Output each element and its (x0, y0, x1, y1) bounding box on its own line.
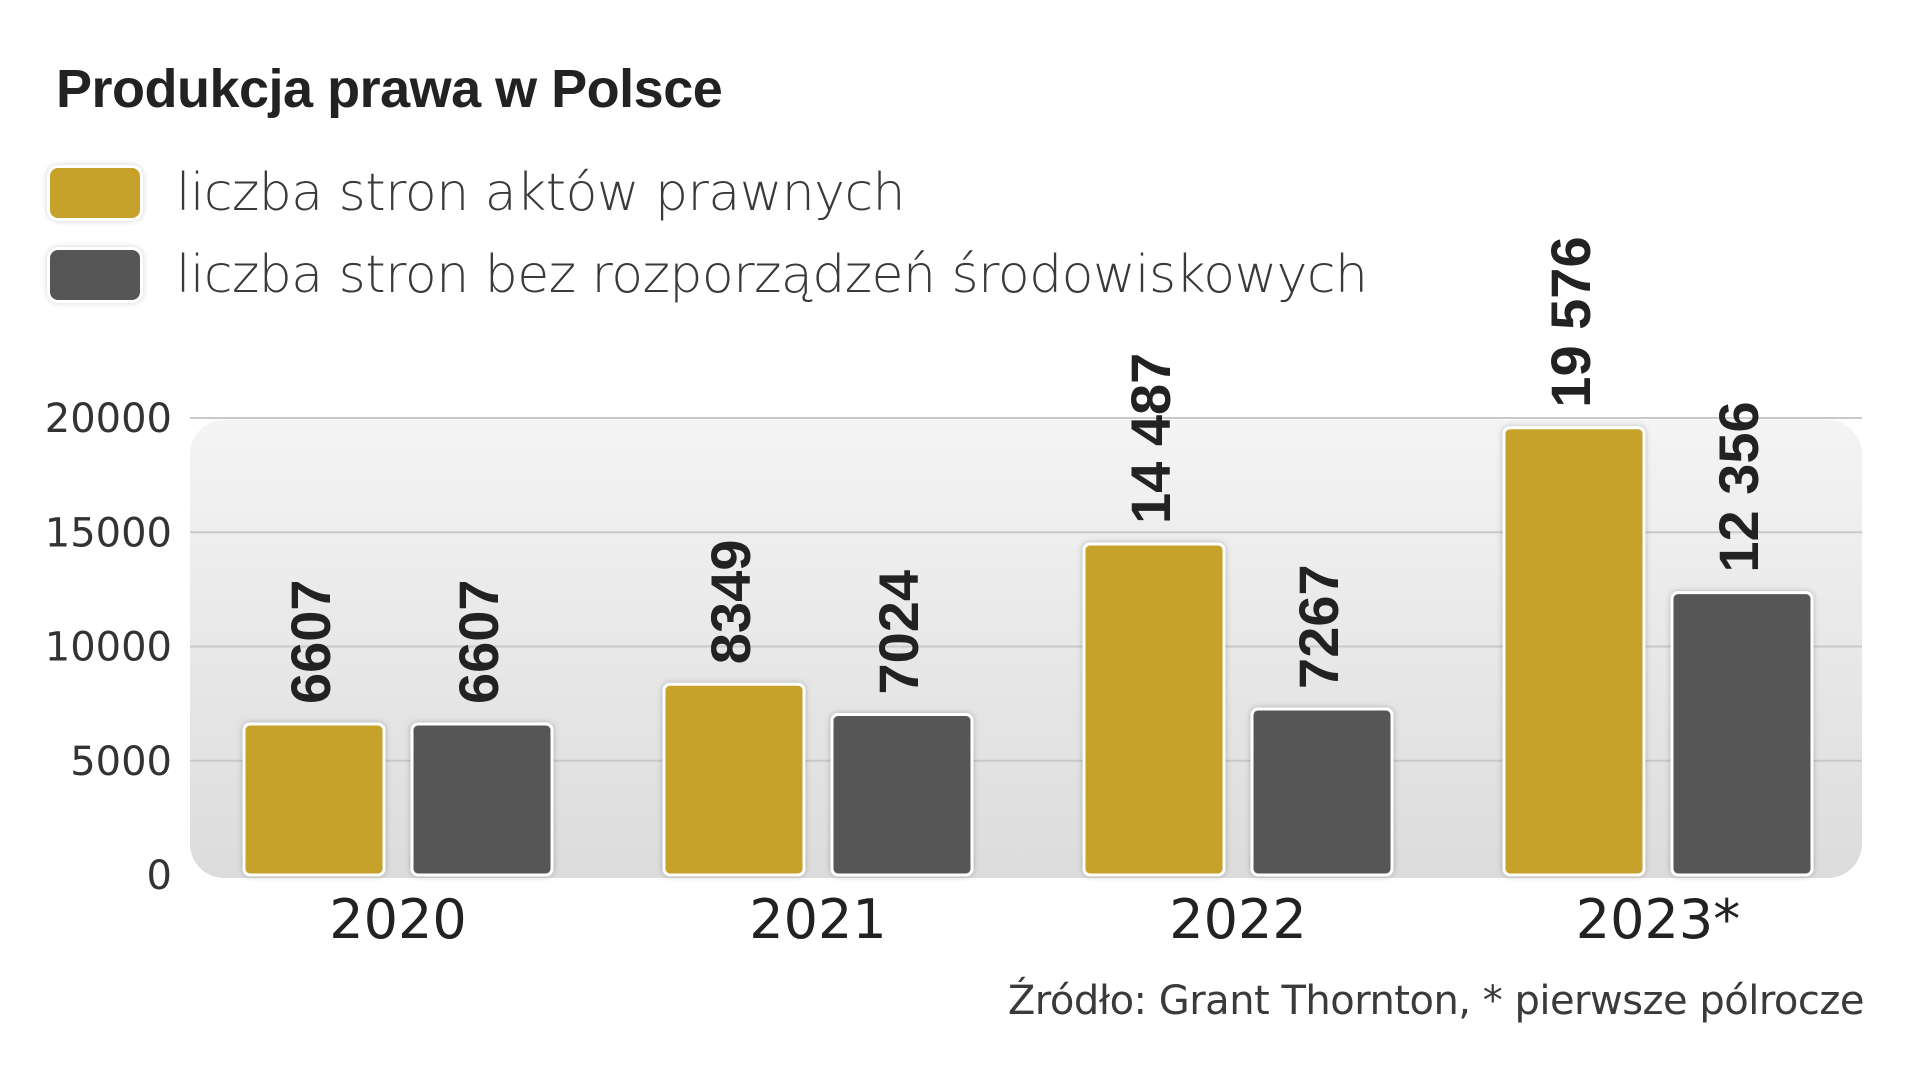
value-label: 14 487 (1119, 353, 1182, 524)
legend-item-legal-acts: liczba stron aktów prawnych (50, 152, 1367, 234)
y-axis-ticks: 0 5000 10000 15000 20000 (45, 396, 172, 899)
x-tick-label: 2020 (329, 888, 466, 951)
bar-legal-acts-2022 (1082, 542, 1226, 877)
bar-without-environmental-2023 (1670, 591, 1814, 877)
bar-legal-acts-2023 (1502, 426, 1646, 877)
bar-without-environmental-2020 (410, 722, 554, 877)
y-tick-label: 5000 (70, 739, 172, 785)
bar-without-environmental-2022 (1250, 707, 1394, 877)
value-label: 19 576 (1539, 236, 1602, 407)
bar-legal-acts-2021 (662, 682, 806, 877)
x-tick-label: 2022 (1169, 888, 1306, 951)
bars (242, 426, 1814, 877)
x-tick-label: 2021 (749, 888, 886, 951)
value-label: 6607 (447, 579, 510, 704)
y-tick-label: 15000 (45, 510, 172, 556)
legend-item-without-environmental: liczba stron bez rozporządzeń środowisko… (50, 234, 1368, 316)
legend-label-legal-acts: liczba stron aktów prawnych (176, 163, 906, 223)
y-tick-label: 20000 (45, 396, 172, 442)
legend-label-without-environmental: liczba stron bez rozporządzeń środowisko… (176, 245, 1368, 305)
value-label: 12 356 (1707, 401, 1770, 572)
y-tick-label: 10000 (45, 625, 172, 671)
bar-legal-acts-2020 (242, 722, 386, 877)
legend: liczba stron aktów prawnych liczba stron… (50, 152, 1368, 316)
x-tick-label: 2023* (1576, 888, 1740, 951)
x-axis-ticks: 2020 2021 2022 2023* (329, 888, 1740, 951)
y-tick-label: 0 (147, 853, 172, 899)
legend-swatch-without-environmental (50, 250, 140, 300)
legend-swatch-legal-acts (50, 168, 140, 218)
value-label: 7024 (867, 570, 930, 695)
value-label: 7267 (1287, 564, 1350, 689)
value-labels: 6607 6607 8349 7024 14 487 7267 19 576 12 356 (279, 236, 1770, 704)
value-label: 8349 (699, 540, 762, 665)
source-note: Źródło: Grant Thornton, * pierwsze pólro… (1007, 978, 1865, 1024)
chart-title: Produkcja prawa w Polsce (56, 59, 723, 119)
value-label: 6607 (279, 579, 342, 704)
plot-background (190, 420, 1862, 878)
bar-without-environmental-2021 (830, 713, 974, 877)
